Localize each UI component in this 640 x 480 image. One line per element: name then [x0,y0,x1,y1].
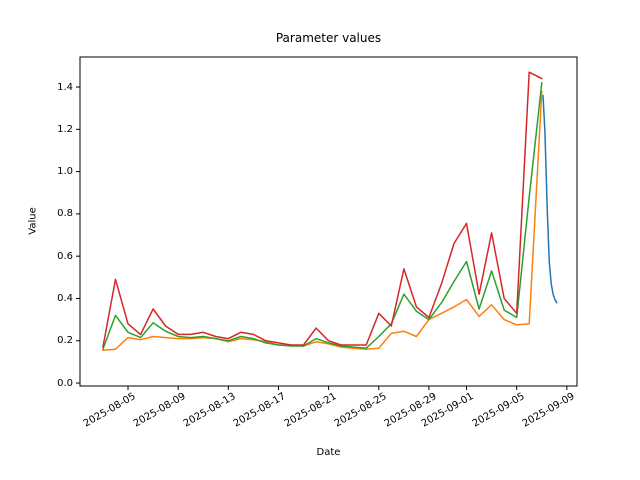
y-tick-label: 1.2 [57,123,73,135]
y-tick-label: 0.8 [57,208,73,220]
x-axis-label: Date [316,447,341,458]
y-tick-label: 1.0 [57,166,73,178]
y-tick-label: 0.0 [57,377,73,389]
red-series-line [102,71,543,348]
chart-title: Parameter values [275,31,382,45]
blue-series-line [542,94,558,304]
y-tick-label: 0.2 [57,335,73,347]
green-series-line [102,82,543,350]
y-tick-label: 0.6 [57,250,73,262]
orange-series-line [102,90,543,352]
y-tick-label: 0.4 [57,292,73,304]
axes-frame [79,56,578,387]
series-lines [102,71,558,352]
y-tick-label: 1.4 [57,81,73,93]
tick-marks [76,86,568,390]
